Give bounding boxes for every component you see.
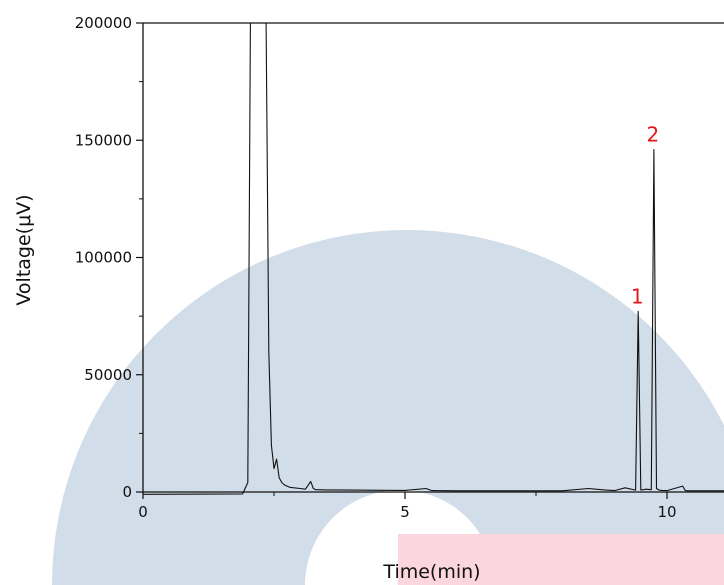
axes: 05000010000015000020000005101520: [75, 14, 724, 521]
chart-labels: Time(min) Voltage(μV) 123: [13, 123, 660, 583]
y-tick-label: 0: [122, 483, 132, 501]
y-tick-label: 100000: [75, 249, 132, 267]
peak-label: 2: [647, 123, 660, 147]
x-tick-label: 0: [138, 503, 148, 521]
x-axis-title: Time(min): [382, 561, 480, 583]
watermark-banner: [398, 534, 724, 585]
y-tick-label: 200000: [75, 14, 132, 32]
watermark-logo: [52, 230, 724, 585]
y-tick-label: 50000: [84, 366, 132, 384]
watermark-arc: [52, 230, 724, 585]
y-axis-title: Voltage(μV): [13, 194, 35, 305]
plot-area: [143, 23, 724, 495]
x-tick-label: 5: [400, 503, 410, 521]
peak-label: 1: [631, 284, 644, 308]
x-tick-label: 10: [657, 503, 676, 521]
series-line: [143, 23, 724, 495]
y-tick-label: 150000: [75, 131, 132, 149]
